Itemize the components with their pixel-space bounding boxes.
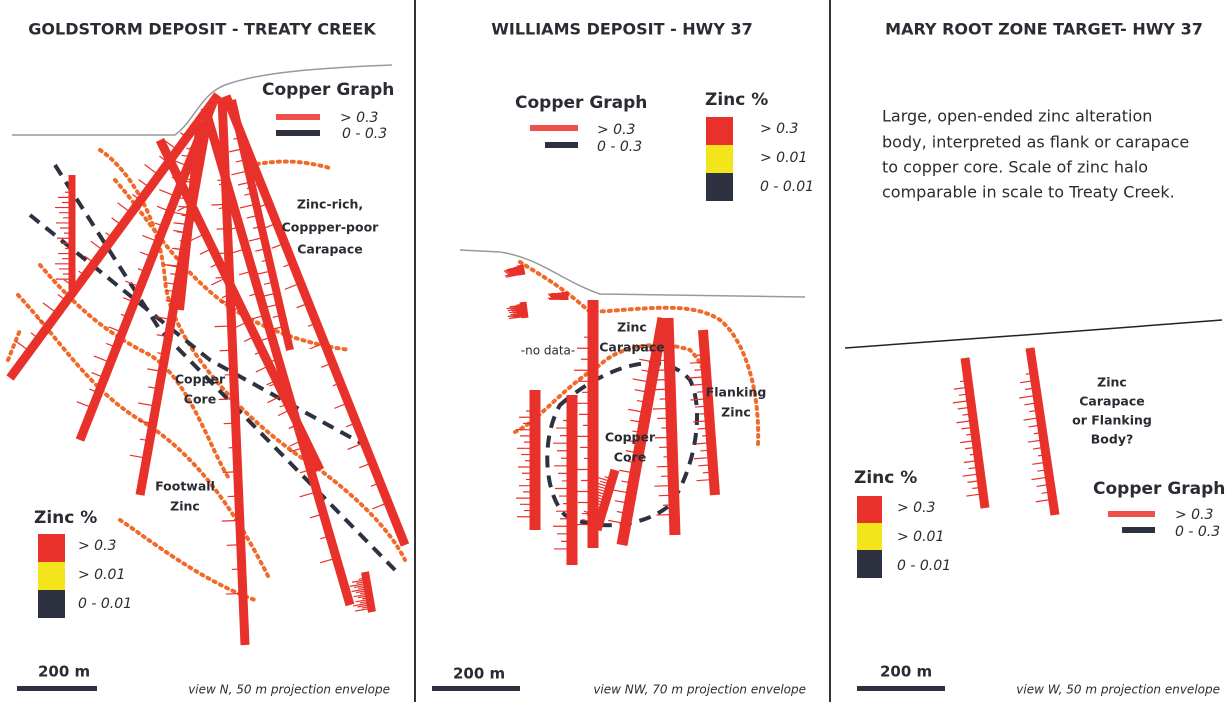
legend-swatch [857,496,882,523]
annotation: Zinc [617,320,647,335]
legend-title: Copper Graph [262,80,394,100]
legend-item: > 0.3 [760,121,798,137]
legend-title: Zinc % [854,468,917,488]
caption: view NW, 70 m projection envelope [593,683,806,697]
annotation: Copper [605,430,656,445]
drill-hole [504,267,522,278]
legend-item: 0 - 0.3 [597,139,642,155]
annotation: Copper [175,372,226,387]
legend-item: > 0.3 [597,122,635,138]
annotation: Zinc-rich, [297,197,363,212]
description-line: Large, open-ended zinc alteration [882,107,1152,126]
annotation: Core [614,450,646,465]
panel-title: WILLIAMS DEPOSIT - HWY 37 [491,20,753,39]
scale-bar [17,686,97,691]
scale-label: 200 m [453,665,505,683]
scale-bar [857,686,945,691]
description-line: comparable in scale to Treaty Creek. [882,183,1175,202]
legend-swatch [38,590,65,618]
zone-outline [515,345,709,432]
annotation: Core [184,392,216,407]
panel-title: MARY ROOT ZONE TARGET- HWY 37 [885,20,1203,39]
caption: view W, 50 m projection envelope [1016,683,1220,697]
figure: GOLDSTORM DEPOSIT - TREATY CREEK Copper … [0,0,1228,702]
legend-item: > 0.3 [1175,507,1213,523]
legend-title: Copper Graph [1093,479,1225,499]
caption: view N, 50 m projection envelope [188,683,390,697]
annotation: -no data- [521,344,575,358]
scale-label: 200 m [38,663,90,681]
legend-swatch [38,562,65,590]
legend-title: Zinc % [34,508,97,528]
drill-hole [507,304,525,318]
legend-swatch [38,534,65,562]
panel: GOLDSTORM DEPOSIT - TREATY CREEK Copper … [8,20,405,697]
annotation: or Flanking [1072,413,1152,428]
legend-item: > 0.3 [897,500,935,516]
legend-swatch [857,523,882,550]
description-line: to copper core. Scale of zinc halo [882,158,1148,177]
legend-item: 0 - 0.01 [760,179,814,195]
legend-item: > 0.01 [760,150,807,166]
annotation: Body? [1091,432,1133,447]
annotation: Carapace [1079,394,1144,409]
legend-swatch [857,550,882,578]
annotation: Carapace [599,340,664,355]
legend-item: > 0.01 [897,529,944,545]
annotation: Zinc [1097,375,1127,390]
legend-item: 0 - 0.3 [1175,524,1220,540]
annotation: Footwall [155,479,215,494]
annotation: Carapace [297,242,362,257]
legend-title: Copper Graph [515,93,647,113]
legend-item: 0 - 0.01 [897,558,951,574]
panel: WILLIAMS DEPOSIT - HWY 37 Copper Graph >… [432,20,814,697]
legend-title: Zinc % [705,90,768,110]
annotation: Zinc [170,499,200,514]
annotation: Coppper-poor [282,220,380,235]
legend-item: > 0.01 [78,567,125,583]
panel-title: GOLDSTORM DEPOSIT - TREATY CREEK [28,20,376,39]
legend-swatch [706,145,733,173]
drill-hole [548,293,565,299]
legend-item: > 0.3 [340,110,378,126]
legend-item: 0 - 0.01 [78,596,132,612]
annotation: Zinc [721,405,751,420]
legend-swatch [706,117,733,145]
scale-bar [432,686,520,691]
panel: MARY ROOT ZONE TARGET- HWY 37 Large, ope… [845,20,1225,697]
terrain [845,320,1222,348]
legend-swatch [706,173,733,201]
legend-item: 0 - 0.3 [342,126,387,142]
scale-label: 200 m [880,663,932,681]
annotation: Flanking [706,385,767,400]
legend-item: > 0.3 [78,538,116,554]
description-line: body, interpreted as flank or carapace [882,133,1189,152]
